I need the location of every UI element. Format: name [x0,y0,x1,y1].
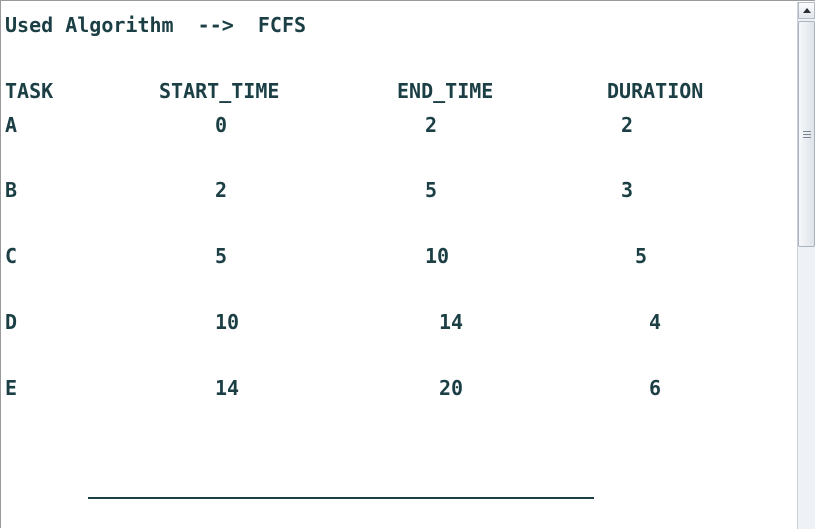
table-row-duration: 5 [635,244,648,268]
table-row-task: B [5,178,18,202]
vertical-scrollbar[interactable] [797,2,815,529]
table-row-end: 2 [425,113,438,137]
scroll-thumb[interactable] [798,21,815,247]
column-header-task: TASK [5,79,54,103]
separator-line [88,497,594,499]
scroll-up-button[interactable] [798,2,815,19]
output-text-area[interactable]: Used Algorithm --> FCFS TASK START_TIME … [1,1,797,529]
table-row-task: D [5,310,18,334]
table-row-task: C [5,244,18,268]
algorithm-header: Used Algorithm --> FCFS [5,13,307,37]
grip-icon [803,137,811,138]
table-row-start: 5 [215,244,228,268]
arrow-up-icon [803,8,811,13]
column-header-duration: DURATION [607,79,704,103]
table-row-start: 10 [215,310,240,334]
table-row-end: 10 [425,244,450,268]
table-row-start: 0 [215,113,228,137]
column-header-start-time: START_TIME [159,79,280,103]
table-row-duration: 4 [649,310,662,334]
grip-icon [803,134,811,135]
table-row-duration: 6 [649,376,662,400]
table-row-end: 14 [439,310,464,334]
table-row-end: 20 [439,376,464,400]
column-header-end-time: END_TIME [397,79,494,103]
table-row-end: 5 [425,178,438,202]
grip-icon [803,131,811,132]
table-row-task: A [5,113,18,137]
table-row-task: E [5,376,18,400]
table-row-duration: 2 [621,113,634,137]
table-row-start: 2 [215,178,228,202]
table-row-start: 14 [215,376,240,400]
table-row-duration: 3 [621,178,634,202]
